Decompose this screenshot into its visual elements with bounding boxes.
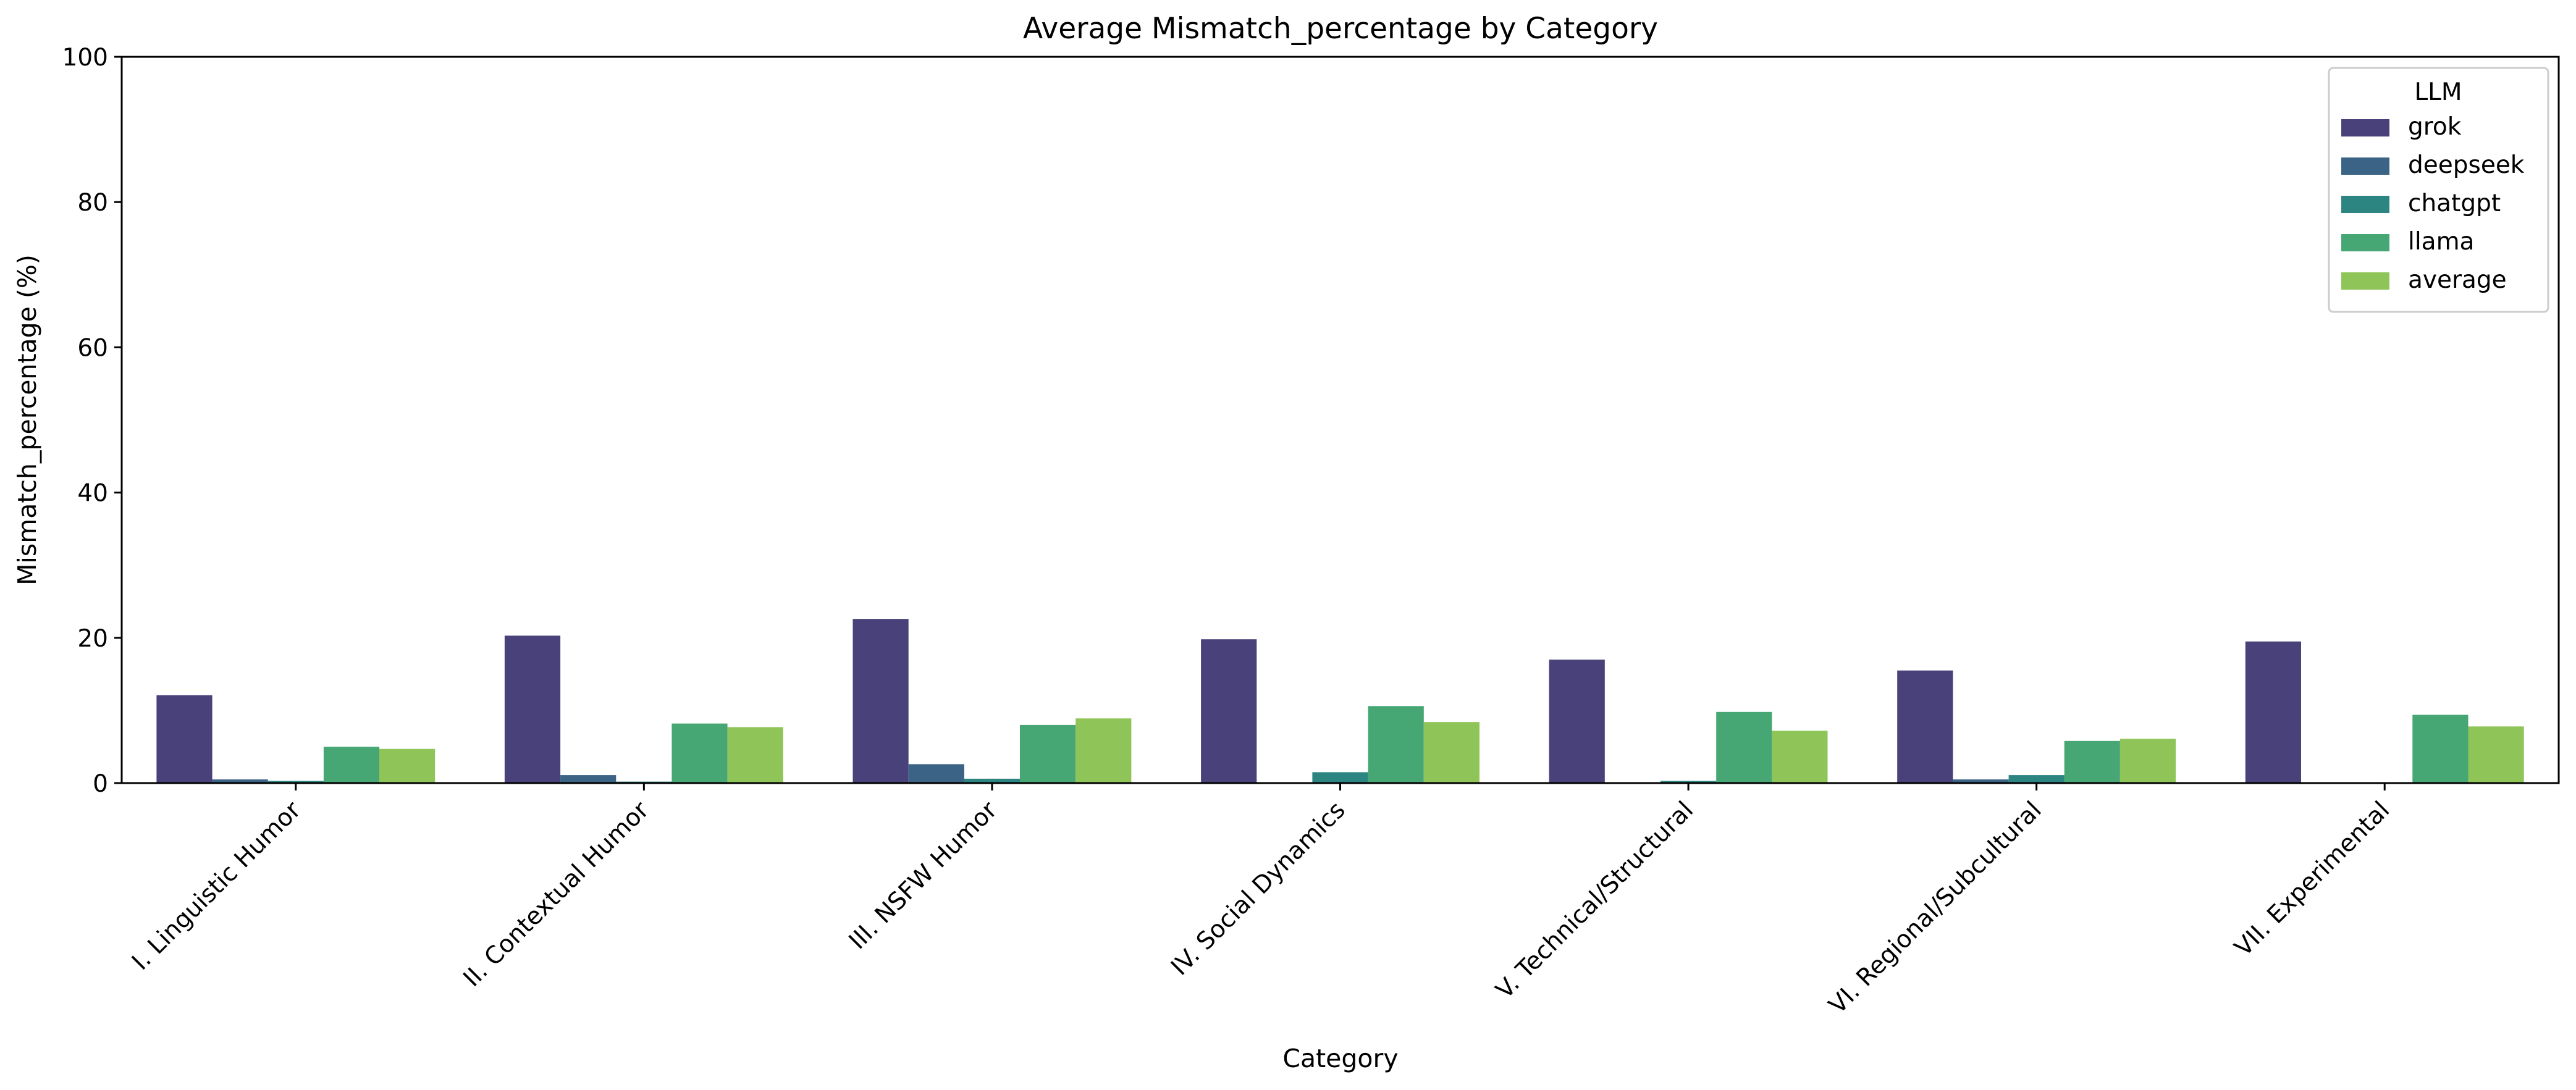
legend-label-average: average [2408,266,2507,294]
bar-chatgpt-3 [964,778,1020,783]
bar-grok-3 [852,619,909,783]
x-tick-label-3: III. NSFW Humor [844,796,1003,955]
bar-grok-5 [1549,660,1605,783]
legend: LLM grok deepseek chatgpt llama average [2328,67,2549,313]
x-tick-label-6: VI. Regional/Subcultural [1824,796,2047,1020]
bar-chatgpt-5 [1661,781,1717,783]
bars-group [156,619,2524,783]
bar-llama-7 [2412,715,2469,783]
legend-swatch-average [2341,272,2389,290]
bar-grok-4 [1201,639,1257,783]
bar-average-2 [727,727,783,783]
legend-label-deepseek: deepseek [2408,151,2525,179]
x-axis: I. Linguistic Humor II. Contextual Humor I… [127,783,2395,1020]
bar-average-6 [2119,739,2176,783]
bar-llama-5 [1716,711,1772,783]
bar-average-3 [1075,718,1132,783]
y-tick-label-3: 60 [77,334,108,362]
bar-deepseek-1 [212,779,268,783]
legend-swatch-chatgpt [2341,196,2389,213]
bar-grok-2 [504,635,561,783]
bar-deepseek-2 [560,775,617,783]
legend-label-llama: llama [2408,228,2474,256]
legend-label-grok: grok [2408,113,2462,141]
legend-swatch-grok [2341,119,2389,136]
bar-chatgpt-1 [267,781,324,783]
x-tick-label-2: II. Contextual Humor [458,796,655,992]
y-axis-label: Mismatch_percentage (%) [12,254,42,585]
y-tick-label-5: 100 [62,44,108,72]
y-axis: 0 20 40 60 80 100 [62,44,122,798]
y-tick-label-0: 0 [93,770,108,798]
y-tick-label-2: 40 [77,480,108,508]
x-tick-label-1: I. Linguistic Humor [127,796,306,976]
chart-title: Average Mismatch_percentage by Category [1023,12,1658,46]
bar-chatgpt-6 [2008,775,2065,783]
bar-llama-6 [2064,740,2120,783]
x-axis-label: Category [1282,1044,1398,1073]
bar-deepseek-6 [1953,779,2009,783]
legend-title: LLM [2414,78,2462,106]
bar-average-1 [379,748,436,783]
y-tick-label-1: 20 [77,625,108,653]
bar-chatgpt-4 [1312,772,1368,783]
bar-average-4 [1423,722,1480,783]
bar-llama-3 [1020,724,1076,783]
bar-llama-2 [671,723,728,783]
y-tick-label-4: 80 [77,189,108,217]
bar-average-5 [1772,731,1828,783]
legend-label-chatgpt: chatgpt [2408,190,2501,217]
x-tick-label-5: V. Technical/Structural [1491,796,1699,1004]
bar-grok-7 [2245,641,2301,783]
bar-average-7 [2468,726,2524,783]
legend-swatch-llama [2341,234,2389,251]
bar-grok-1 [156,695,213,783]
plot-frame [120,56,2560,784]
legend-swatch-deepseek [2341,157,2389,175]
x-tick-label-7: VII. Experimental [2229,796,2395,962]
bar-grok-6 [1897,670,1953,783]
bar-llama-1 [323,747,380,783]
bar-llama-4 [1368,706,1424,783]
x-tick-label-4: IV. Social Dynamics [1166,796,1350,981]
bar-deepseek-3 [908,764,964,783]
